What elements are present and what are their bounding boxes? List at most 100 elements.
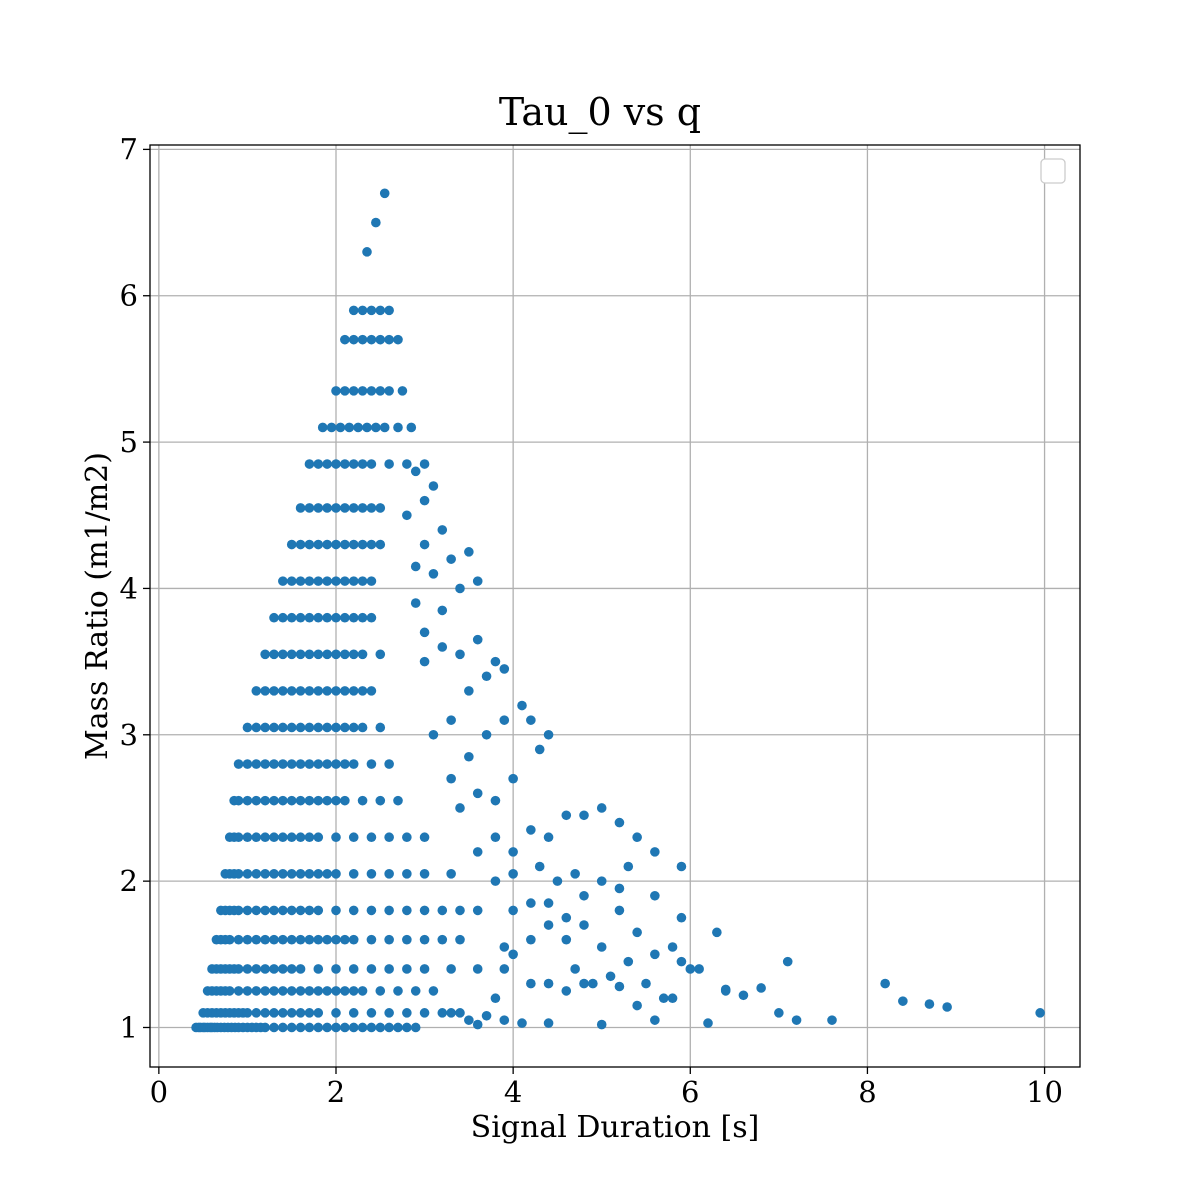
scatter-point bbox=[348, 386, 359, 396]
scatter-point bbox=[428, 569, 439, 579]
scatter-point bbox=[410, 561, 421, 572]
scatter-point bbox=[269, 934, 279, 945]
scatter-point bbox=[614, 981, 625, 992]
scatter-point bbox=[375, 795, 386, 806]
scatter-point bbox=[295, 722, 306, 733]
scatter-point bbox=[428, 729, 439, 740]
scatter-point bbox=[286, 1022, 297, 1033]
scatter-point bbox=[251, 795, 262, 806]
scatter-point bbox=[278, 686, 288, 696]
scatter-point bbox=[561, 986, 572, 996]
scatter-point bbox=[331, 686, 341, 696]
scatter-point bbox=[269, 869, 279, 879]
scatter-point bbox=[437, 605, 448, 616]
scatter-point bbox=[508, 905, 518, 916]
scatter-point bbox=[295, 1008, 306, 1018]
scatter-point bbox=[534, 861, 545, 872]
scatter-point bbox=[366, 386, 377, 396]
scatter-point bbox=[366, 305, 377, 316]
scatter-point bbox=[313, 1008, 324, 1018]
scatter-point bbox=[446, 1008, 456, 1018]
scatter-point bbox=[406, 422, 417, 433]
scatter-point bbox=[313, 576, 324, 586]
scatter-point bbox=[357, 539, 368, 550]
y-axis-label: Mass Ratio (m1/m2) bbox=[80, 452, 115, 760]
scatter-point bbox=[384, 869, 394, 879]
scatter-point bbox=[357, 1022, 368, 1033]
scatter-point bbox=[371, 217, 381, 228]
scatter-point bbox=[924, 999, 935, 1009]
scatter-point bbox=[658, 993, 669, 1004]
scatter-point bbox=[357, 986, 368, 996]
scatter-point bbox=[357, 503, 368, 513]
scatter-point bbox=[224, 986, 235, 996]
scatter-point bbox=[437, 642, 448, 652]
scatter-point bbox=[353, 422, 363, 433]
scatter-point bbox=[348, 869, 359, 879]
scatter-point bbox=[313, 503, 324, 513]
scatter-point bbox=[650, 1015, 660, 1025]
scatter-point bbox=[242, 795, 253, 806]
scatter-point bbox=[623, 861, 634, 872]
scatter-point bbox=[419, 495, 430, 506]
scatter-point bbox=[366, 576, 377, 586]
scatter-point bbox=[295, 986, 306, 996]
scatter-point bbox=[348, 503, 359, 513]
scatter-point bbox=[366, 1008, 377, 1018]
scatter-point bbox=[331, 1008, 341, 1018]
scatter-point bbox=[313, 986, 324, 996]
scatter-point bbox=[357, 459, 368, 469]
scatter-point bbox=[446, 869, 456, 879]
scatter-point bbox=[375, 334, 386, 345]
scatter-point bbox=[331, 539, 341, 550]
scatter-point bbox=[499, 942, 510, 952]
scatter-point bbox=[419, 627, 430, 638]
x-tick-label: 8 bbox=[858, 1075, 876, 1109]
scatter-point bbox=[344, 422, 355, 433]
scatter-point bbox=[579, 810, 589, 821]
scatter-point bbox=[419, 656, 430, 667]
scatter-point bbox=[331, 1022, 341, 1033]
scatter-point bbox=[322, 686, 332, 696]
scatter-point bbox=[402, 869, 412, 879]
scatter-point bbox=[260, 934, 270, 945]
scatter-point bbox=[251, 832, 262, 843]
scatter-point bbox=[375, 305, 386, 316]
scatter-point bbox=[331, 722, 341, 733]
scatter-point bbox=[269, 795, 279, 806]
scatter-point bbox=[410, 1022, 421, 1033]
scatter-point bbox=[331, 934, 341, 945]
scatter-point bbox=[251, 986, 262, 996]
scatter-point bbox=[534, 744, 545, 755]
scatter-point bbox=[260, 649, 270, 660]
scatter-point bbox=[233, 905, 244, 916]
scatter-point bbox=[251, 759, 262, 769]
scatter-point bbox=[614, 817, 625, 828]
x-tick-label: 0 bbox=[150, 1075, 168, 1109]
scatter-point bbox=[278, 1008, 288, 1018]
scatter-point bbox=[402, 510, 412, 521]
scatter-point bbox=[375, 986, 386, 996]
scatter-point bbox=[304, 539, 315, 550]
scatter-point bbox=[942, 1002, 952, 1012]
scatter-point bbox=[295, 649, 306, 660]
scatter-point bbox=[233, 934, 244, 945]
scatter-point bbox=[304, 795, 315, 806]
scatter-point bbox=[331, 386, 341, 396]
scatter-point bbox=[517, 1018, 527, 1028]
scatter-point bbox=[278, 795, 288, 806]
scatter-point bbox=[269, 686, 279, 696]
scatter-point bbox=[685, 964, 696, 974]
scatter-point bbox=[340, 795, 350, 806]
scatter-point bbox=[269, 832, 279, 843]
x-tick-label: 4 bbox=[504, 1075, 522, 1109]
scatter-point bbox=[375, 649, 386, 660]
scatter-point bbox=[331, 612, 341, 623]
scatter-point bbox=[304, 576, 315, 586]
scatter-point bbox=[543, 729, 554, 740]
scatter-point bbox=[286, 934, 297, 945]
scatter-point bbox=[326, 422, 337, 433]
scatter-point bbox=[880, 978, 890, 989]
scatter-point bbox=[481, 1010, 492, 1021]
grid-lines bbox=[150, 145, 1080, 1067]
